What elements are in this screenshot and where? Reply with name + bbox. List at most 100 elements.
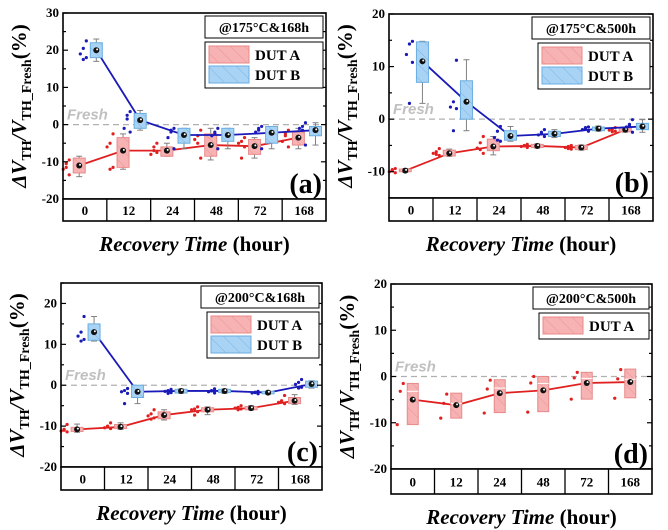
category-label: 48	[207, 472, 221, 487]
data-point	[613, 129, 617, 133]
mean-marker-highlight	[96, 48, 99, 51]
category-label: 12	[449, 203, 462, 218]
y-tick-label: 0	[51, 377, 58, 392]
data-point	[607, 128, 611, 132]
data-point	[580, 128, 585, 132]
y-axis-title-part: ΔV	[5, 428, 29, 458]
data-point	[233, 406, 237, 410]
mean-marker	[453, 402, 460, 409]
mean-marker-highlight	[139, 118, 142, 121]
data-point	[448, 105, 453, 109]
y-axis-title-part: /V	[335, 389, 359, 413]
category-label: 168	[294, 203, 314, 218]
mean-marker	[221, 387, 228, 394]
data-point	[125, 113, 129, 117]
data-point	[209, 389, 214, 393]
mean-marker-highlight	[510, 134, 513, 137]
panel-b-condition-box: @175°C&500h	[531, 16, 651, 40]
data-point	[569, 147, 573, 151]
data-point	[283, 134, 287, 138]
panel-a-marks	[61, 38, 326, 178]
data-point	[257, 126, 261, 130]
data-point	[256, 392, 260, 396]
data-point	[192, 407, 197, 411]
panel-c-legend: DUT A DUT B	[206, 311, 320, 359]
data-point	[276, 400, 281, 404]
y-tick-label: 10	[374, 322, 387, 337]
data-point	[624, 125, 629, 129]
mean-marker-highlight	[311, 382, 314, 385]
data-point	[445, 392, 449, 396]
data-point	[195, 410, 200, 414]
mean-marker	[496, 390, 503, 397]
data-point	[619, 367, 623, 372]
y-axis-title-part: /V	[5, 387, 29, 411]
x-axis-title: Recovery Time (hour)	[425, 505, 617, 529]
mean-marker	[534, 142, 541, 149]
mean-line	[95, 49, 316, 136]
data-point	[610, 130, 614, 134]
data-point	[122, 126, 126, 130]
legend-label-dut-b: DUT B	[255, 68, 300, 84]
data-point	[525, 142, 529, 146]
data-point	[282, 393, 287, 398]
mean-marker-highlight	[79, 163, 82, 166]
y-axis-title-part: /V	[7, 118, 31, 142]
data-point	[195, 405, 200, 409]
mean-marker-highlight	[224, 389, 227, 392]
mean-marker	[76, 162, 83, 169]
series-dut-b	[78, 38, 322, 151]
mean-marker-highlight	[250, 406, 253, 409]
mean-marker-highlight	[163, 413, 166, 416]
mean-marker	[204, 406, 211, 413]
data-point	[393, 171, 397, 175]
data-point	[454, 107, 459, 111]
mean-marker	[163, 147, 170, 154]
data-point	[166, 391, 170, 395]
category-label: 72	[250, 472, 263, 487]
y-axis-title-part: TH	[20, 140, 35, 160]
data-point	[401, 381, 405, 386]
series-dut-a	[395, 367, 637, 427]
data-point	[532, 374, 536, 379]
data-point	[616, 377, 620, 381]
data-point	[189, 408, 194, 412]
mean-marker-highlight	[183, 133, 186, 136]
y-axis-title: ΔVTH/VTH_Fresh(%)	[333, 24, 361, 188]
legend-swatch-dut-b	[541, 66, 583, 85]
category-label: 0	[82, 203, 89, 218]
data-point	[300, 124, 305, 129]
y-axis-title-part: ΔV	[7, 159, 31, 189]
x-axis-title-unit: (hour)	[554, 505, 616, 529]
data-point	[105, 425, 110, 429]
data-point	[125, 386, 130, 391]
mean-line	[78, 136, 299, 167]
mean-marker	[595, 125, 602, 132]
category-label: 168	[621, 475, 641, 490]
mean-marker-highlight	[630, 380, 633, 383]
y-tick-label: 0	[53, 117, 60, 132]
data-point	[108, 167, 112, 171]
legend-label-dut-a: DUT A	[257, 318, 302, 334]
panel-d-marks	[391, 367, 652, 427]
category-label: 72	[254, 203, 267, 218]
panel-letter: (b)	[615, 168, 649, 199]
data-point	[169, 387, 173, 391]
data-point	[569, 397, 573, 401]
data-point	[254, 130, 258, 134]
condition-label: @175°C&168h	[219, 21, 309, 36]
data-point	[297, 126, 302, 130]
data-point	[250, 391, 254, 395]
data-point	[407, 101, 412, 105]
mean-marker	[540, 387, 547, 394]
y-tick-label: -20	[42, 191, 59, 206]
data-point	[152, 149, 156, 153]
data-point	[566, 146, 570, 151]
mean-marker-highlight	[537, 144, 540, 147]
panel-c-category-strip: 0 12 24 48 72 168	[60, 466, 323, 491]
data-point	[193, 137, 197, 142]
y-axis-title-part: TH_Fresh	[20, 59, 35, 120]
mean-marker	[627, 379, 634, 386]
y-axis-title-part: /V	[333, 118, 357, 142]
mean-marker-highlight	[466, 99, 469, 102]
